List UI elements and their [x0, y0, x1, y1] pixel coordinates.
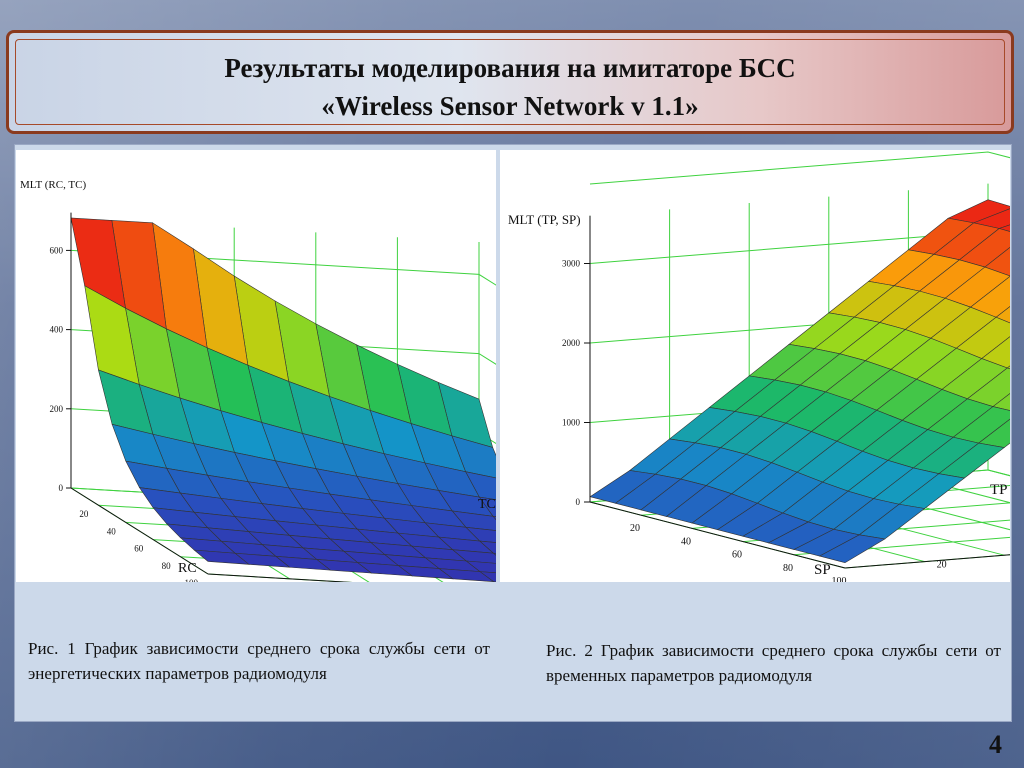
y-axis [844, 553, 1024, 569]
x-tick-label: 60 [732, 550, 742, 561]
chart-1: 02004006002040608010020406080100MLT (RC,… [16, 150, 625, 616]
x-tick-label: 80 [162, 561, 172, 571]
title-line-2: «Wireless Sensor Network v 1.1» [321, 91, 699, 121]
z-tick-label: 1000 [562, 418, 581, 428]
x-tick-label: 40 [681, 536, 691, 547]
y-axis-label: TP [990, 482, 1008, 498]
title-frame: Результаты моделирования на имитаторе БС… [6, 30, 1014, 134]
x-tick-label: 60 [134, 544, 144, 554]
figure-1-caption: Рис. 1 График зависимости среднего срока… [28, 639, 490, 683]
z-tick-label: 2000 [562, 338, 581, 348]
figure-2-caption: Рис. 2 График зависимости среднего срока… [546, 641, 1001, 685]
x-tick-label: 100 [832, 576, 847, 582]
z-tick-label: 600 [50, 245, 64, 255]
z-tick-label: 400 [50, 325, 64, 335]
x-tick-label: 20 [630, 523, 640, 534]
chart-2: 01000200030002040608010020406080100MLT (… [500, 150, 1024, 587]
surface-cell [193, 549, 250, 565]
x-axis [589, 501, 846, 569]
y-tick-label: 20 [937, 560, 947, 571]
x-axis-label: RC [178, 561, 197, 576]
z-tick-label: 0 [576, 497, 581, 507]
x-tick-label: 20 [79, 509, 89, 519]
y-axis-label: TC [478, 497, 496, 512]
slide-title: Результаты моделирования на имитаторе БС… [9, 49, 1011, 125]
title-inner-border [15, 39, 1005, 125]
title-line-1: Результаты моделирования на имитаторе БС… [224, 53, 796, 83]
x-tick-label: 40 [107, 526, 117, 536]
x-tick-label: 80 [783, 563, 793, 574]
page-number: 4 [989, 730, 1002, 759]
x-tick-label: 100 [185, 578, 199, 582]
z-tick-label: 3000 [562, 259, 581, 269]
grid-line [589, 151, 1024, 185]
z-axis-label: MLT (RC, TC) [20, 179, 86, 191]
z-axis-label: MLT (TP, SP) [508, 212, 581, 227]
z-tick-label: 200 [50, 404, 64, 414]
z-tick-label: 0 [59, 483, 64, 493]
surface-cell [818, 534, 886, 564]
chart-2-svg: 01000200030002040608010020406080100MLT (… [508, 151, 1024, 587]
chart-1-svg: 02004006002040608010020406080100MLT (RC,… [20, 179, 625, 616]
x-axis-label: SP [814, 562, 831, 578]
x-axis [70, 487, 209, 575]
